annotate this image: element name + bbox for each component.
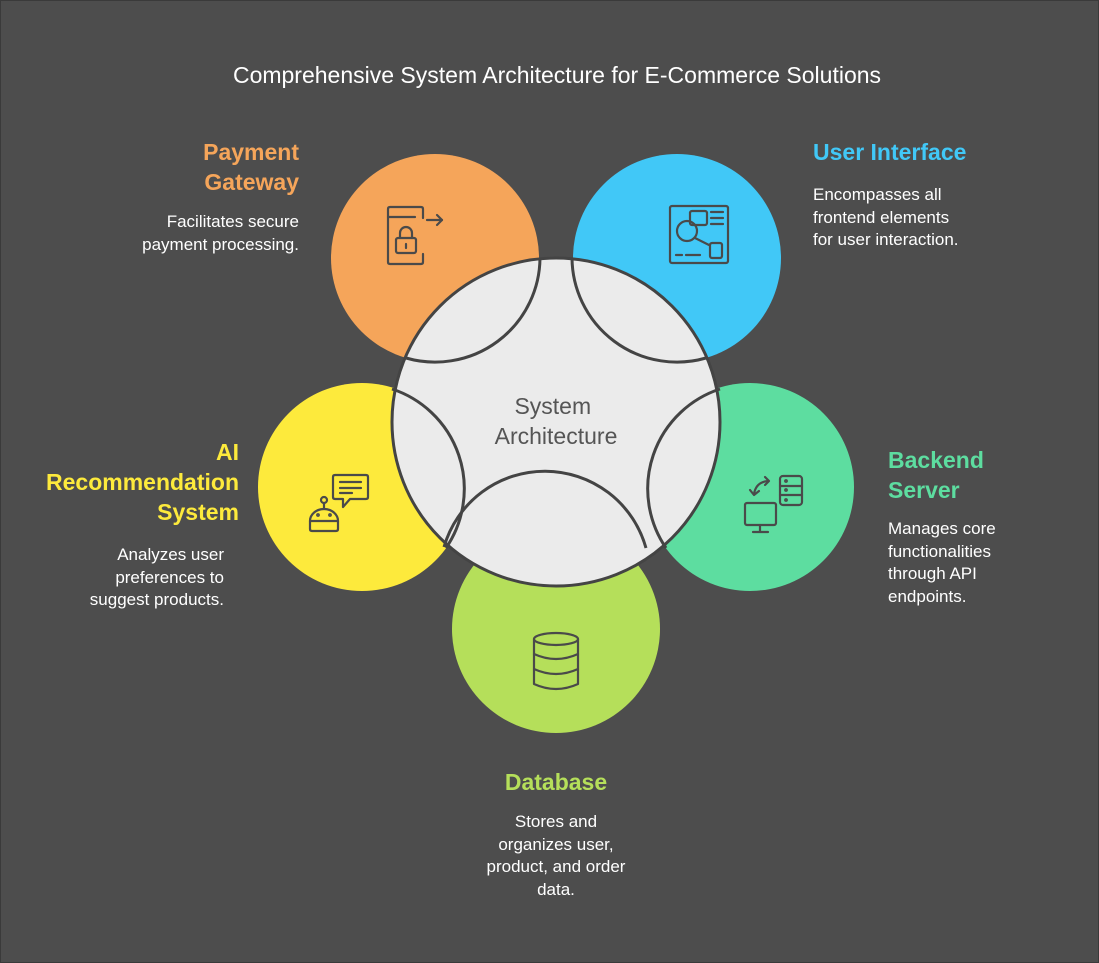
database-description: Stores and organizes user, product, and … — [486, 812, 626, 899]
center-label-line-2: Architecture — [495, 423, 618, 449]
ai-overlap-arc — [391, 387, 466, 549]
page-title: Comprehensive System Architecture for E-… — [232, 62, 882, 88]
ai-recommendation-description: Analyzes user preferences to suggest pro… — [89, 545, 224, 609]
payment-gateway-description: Facilitates secure payment processing. — [142, 212, 299, 254]
payment-overlap-arc — [405, 257, 542, 364]
center-label: System Architecture — [495, 393, 618, 449]
user-interface-description: Encompasses all frontend elements for us… — [813, 185, 959, 249]
ai-recommendation-title: AI Recommendation System — [46, 439, 239, 525]
database-title: Database — [504, 769, 608, 795]
database-icon — [532, 631, 580, 691]
server-sync-icon — [743, 474, 804, 534]
secure-payment-icon — [386, 205, 444, 266]
ui-overlap-arc — [570, 257, 707, 364]
interface-layout-icon — [668, 204, 730, 265]
center-label-line-1: System — [514, 393, 591, 419]
overlap-arcs — [391, 257, 721, 549]
robot-chat-icon — [308, 473, 370, 533]
system-architecture-circle — [390, 256, 722, 588]
payment-gateway-title: Payment Gateway — [203, 139, 299, 195]
backend-server-description: Manages core functionalities through API… — [888, 519, 996, 606]
user-interface-title: User Interface — [813, 139, 967, 165]
backend-server-title: Backend Server — [888, 447, 984, 503]
backend-overlap-arc — [646, 387, 721, 549]
